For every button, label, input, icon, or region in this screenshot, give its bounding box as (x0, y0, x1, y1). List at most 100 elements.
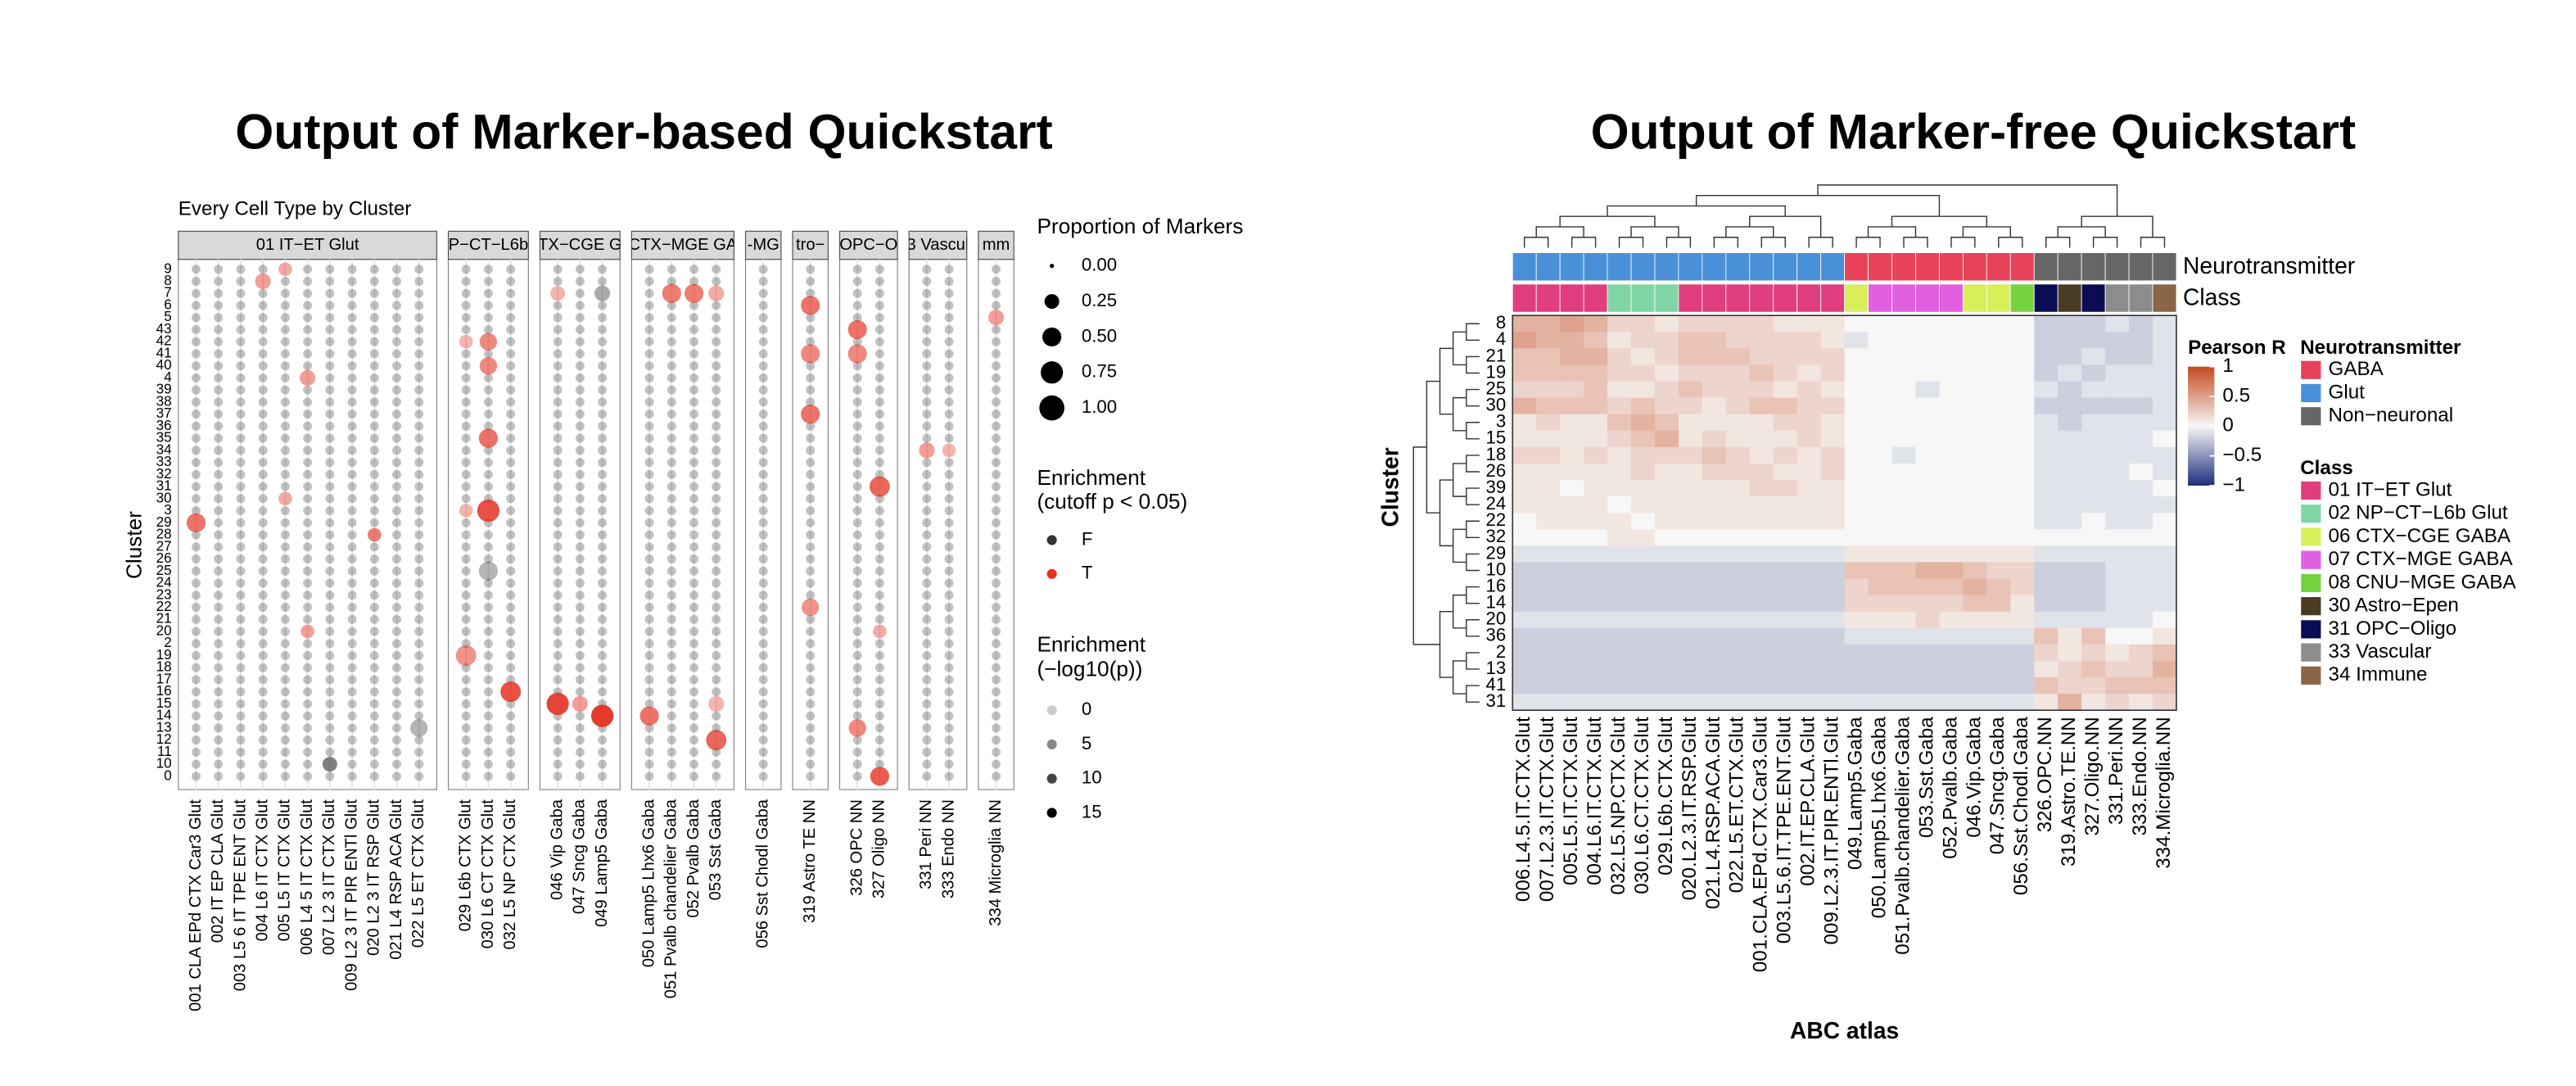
background-dot (922, 385, 932, 395)
background-dot (944, 482, 954, 491)
background-dot (874, 361, 884, 371)
background-dot (392, 265, 401, 274)
background-dot (214, 687, 224, 697)
heat-cell (1986, 627, 2011, 645)
background-dot (506, 313, 516, 323)
background-dot (325, 578, 335, 588)
background-dot (347, 639, 357, 649)
annotation-cell (1512, 252, 1537, 282)
y-tick-label: 16 (1486, 575, 1507, 595)
background-dot (414, 591, 424, 600)
heat-cell (1631, 430, 1656, 448)
legend-label: 1.00 (1082, 396, 1117, 417)
heat-cell (2034, 677, 2059, 695)
x-tick-label: 327 Oligo NN (870, 799, 888, 898)
background-dot (461, 542, 471, 552)
background-dot (922, 530, 932, 540)
background-dot (483, 301, 493, 310)
background-dot (347, 747, 357, 757)
legend-label: 02 NP−CT−L6b Glut (2329, 502, 2508, 524)
background-dot (667, 735, 676, 745)
background-dot (758, 446, 768, 455)
background-dot (712, 759, 721, 769)
background-dot (553, 506, 563, 516)
background-dot (258, 301, 268, 310)
background-dot (553, 421, 563, 431)
background-dot (553, 361, 563, 371)
background-dot (758, 675, 768, 685)
heat-cell (1512, 348, 1537, 366)
heat-cell (2153, 430, 2177, 448)
background-dot (644, 772, 654, 781)
heat-cell (1607, 611, 1632, 629)
heat-cell (1702, 513, 1727, 530)
background-dot (192, 506, 201, 516)
heat-cell (1891, 332, 1917, 349)
background-dot (506, 349, 516, 359)
heat-cell (1986, 529, 2011, 546)
background-dot (553, 277, 563, 286)
background-dot (369, 759, 379, 769)
background-dot (689, 458, 698, 468)
background-dot (667, 566, 676, 576)
background-dot (483, 675, 493, 685)
background-dot (689, 324, 698, 334)
background-dot (992, 650, 1001, 660)
legend-label: 0 (1082, 699, 1091, 719)
background-dot (414, 759, 424, 769)
heat-cell (1915, 315, 1941, 333)
x-tick-label: 002.IT.EP.CLA.Glut (1797, 717, 1819, 886)
heat-cell (2081, 430, 2106, 448)
heat-cell (2010, 562, 2035, 580)
background-dot (553, 313, 563, 323)
background-dot (347, 627, 357, 636)
background-dot (874, 458, 884, 468)
heat-cell (1631, 446, 1656, 464)
background-dot (214, 578, 224, 588)
background-dot (483, 711, 493, 721)
heat-cell (1868, 397, 1893, 415)
heat-cell (1584, 694, 1608, 711)
heat-cell (1607, 348, 1632, 366)
background-dot (347, 301, 357, 310)
heat-cell (2058, 660, 2082, 678)
heat-cell (2010, 529, 2035, 546)
heat-cell (2081, 397, 2106, 415)
background-dot (325, 469, 335, 479)
heat-cell (1702, 364, 1727, 382)
background-dot (280, 324, 290, 334)
background-dot (236, 735, 246, 745)
heat-cell (2129, 677, 2153, 695)
dot (869, 476, 890, 497)
heat-cell (1796, 496, 1822, 514)
background-dot (667, 446, 676, 455)
y-axis-label: Cluster (1377, 447, 1403, 527)
heat-cell (1820, 529, 1846, 546)
background-dot (461, 397, 471, 407)
heat-cell (1820, 677, 1846, 695)
background-dot (944, 627, 954, 636)
background-dot (414, 324, 424, 334)
background-dot (483, 265, 493, 274)
background-dot (575, 603, 585, 612)
heat-cell (2153, 315, 2177, 333)
heat-cell (1725, 595, 1751, 613)
background-dot (258, 397, 268, 407)
heat-cell (1820, 364, 1846, 382)
dendrogram (1452, 660, 1467, 695)
dot (479, 333, 498, 351)
background-dot (712, 687, 721, 697)
dot (478, 561, 499, 581)
dendrogram (1559, 215, 1656, 227)
background-dot (236, 518, 246, 527)
background-dot (852, 759, 862, 769)
background-dot (258, 772, 268, 781)
background-dot (689, 349, 698, 359)
heat-cell (2153, 578, 2177, 596)
background-dot (192, 446, 201, 455)
background-dot (992, 591, 1001, 600)
heat-cell (2058, 627, 2082, 645)
heat-cell (2034, 595, 2059, 613)
background-dot (214, 337, 224, 346)
background-dot (347, 324, 357, 334)
